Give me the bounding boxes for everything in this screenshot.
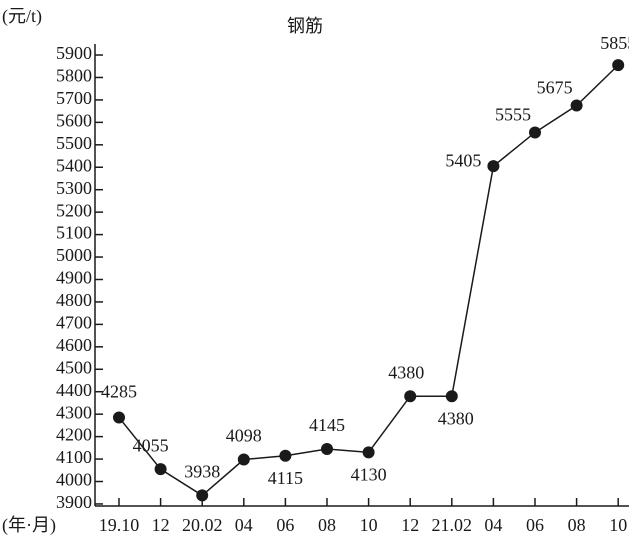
x-axis-label: (年·月)	[2, 515, 56, 536]
y-tick-label: 5000	[56, 245, 92, 265]
series-line	[118, 64, 619, 497]
point	[279, 449, 292, 462]
y-tick-label: 4700	[56, 313, 92, 333]
point	[529, 126, 541, 139]
y-tick-label: 5200	[56, 200, 92, 220]
y-tick-label: 4200	[56, 425, 92, 445]
value-label: 4098	[226, 426, 262, 446]
point	[612, 59, 625, 72]
value-label: 4145	[309, 415, 345, 435]
x-tick-label: 12	[401, 515, 419, 535]
x-tick-label: 06	[276, 515, 294, 535]
x-tick-label: 19.10	[99, 515, 140, 535]
value-label: 5555	[495, 105, 531, 125]
y-tick-label: 4400	[56, 380, 92, 400]
y-tick-label: 5500	[56, 133, 92, 153]
y-tick-label: 4600	[56, 335, 92, 355]
y-tick-label: 4100	[56, 447, 92, 467]
x-tick-label: 10	[360, 515, 378, 535]
y-axis-label: (元/t)	[2, 6, 42, 27]
point	[237, 453, 250, 466]
y-tick-label: 4900	[56, 268, 92, 288]
value-label: 4380	[388, 362, 424, 382]
chart-title: 钢筋	[287, 16, 323, 36]
value-label: 4380	[438, 408, 474, 428]
value-label: 3938	[184, 462, 220, 482]
y-tick-label: 5800	[56, 66, 92, 86]
y-tick-label: 5300	[56, 178, 92, 198]
value-label: 4130	[351, 464, 387, 484]
y-tick-label: 5700	[56, 88, 92, 108]
point	[445, 390, 458, 403]
x-tick-label: 10	[609, 515, 627, 535]
point	[487, 160, 500, 173]
x-tick-label: 08	[318, 515, 336, 535]
value-label: 4285	[101, 382, 137, 402]
value-label: 4115	[268, 468, 303, 488]
y-tick-label: 5900	[56, 43, 92, 63]
point	[154, 463, 167, 476]
y-tick-label: 4800	[56, 290, 92, 310]
y-tick-label: 4300	[56, 402, 92, 422]
x-tick-label: 20.02	[182, 515, 223, 535]
value-label: 4055	[133, 435, 169, 455]
point	[196, 489, 209, 502]
point	[404, 390, 417, 403]
point	[321, 442, 333, 455]
point	[362, 446, 375, 459]
x-tick-label: 04	[235, 515, 253, 535]
y-tick-label: 3900	[56, 492, 92, 512]
x-tick-label: 21.02	[432, 515, 473, 535]
x-tick-label: 08	[568, 515, 586, 535]
y-tick-label: 5400	[56, 155, 92, 175]
value-label: 5675	[537, 78, 573, 98]
y-tick-label: 5100	[56, 223, 92, 243]
y-tick-label: 5600	[56, 110, 92, 130]
y-tick-label: 4000	[56, 470, 92, 490]
value-label: 5405	[445, 150, 481, 170]
point	[113, 411, 125, 424]
point	[570, 99, 583, 112]
x-tick-label: 06	[526, 515, 544, 535]
x-tick-label: 12	[152, 515, 170, 535]
x-tick-label: 04	[484, 515, 502, 535]
value-label: 5855	[600, 33, 629, 53]
y-tick-label: 4500	[56, 357, 92, 377]
